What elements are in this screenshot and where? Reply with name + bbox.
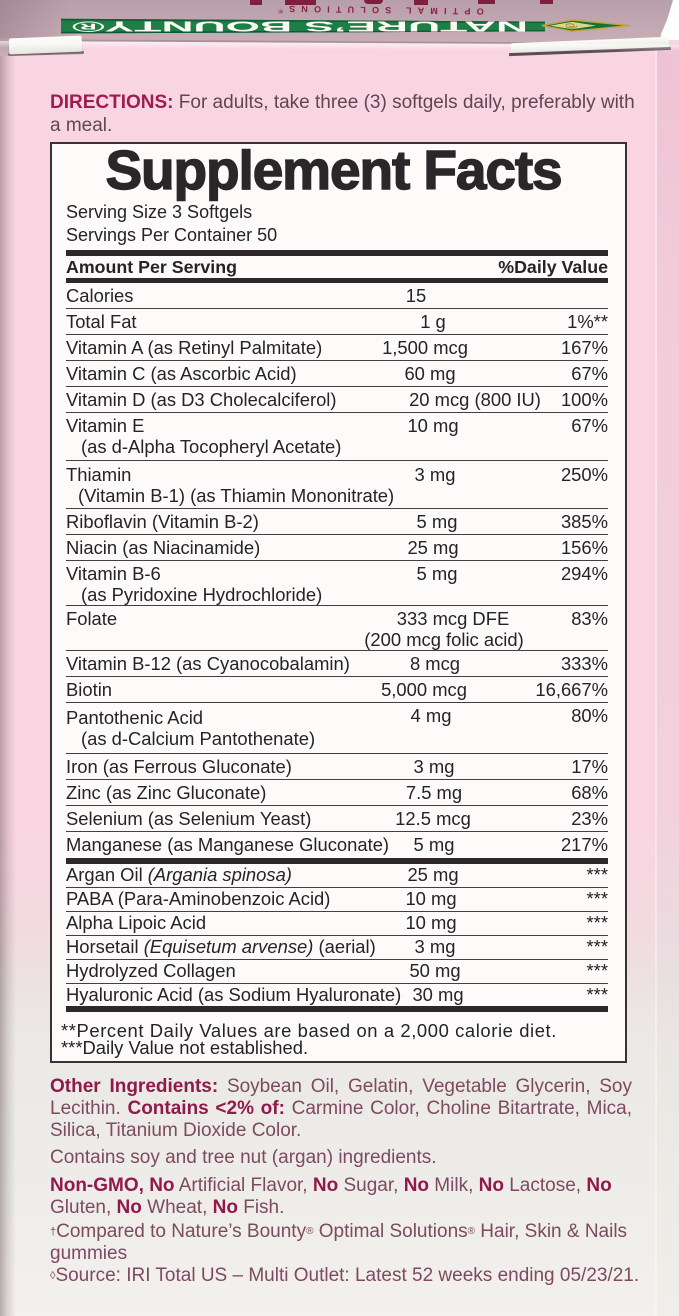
svg-text:NATURE’S BOUNTY®: NATURE’S BOUNTY® bbox=[72, 17, 528, 34]
